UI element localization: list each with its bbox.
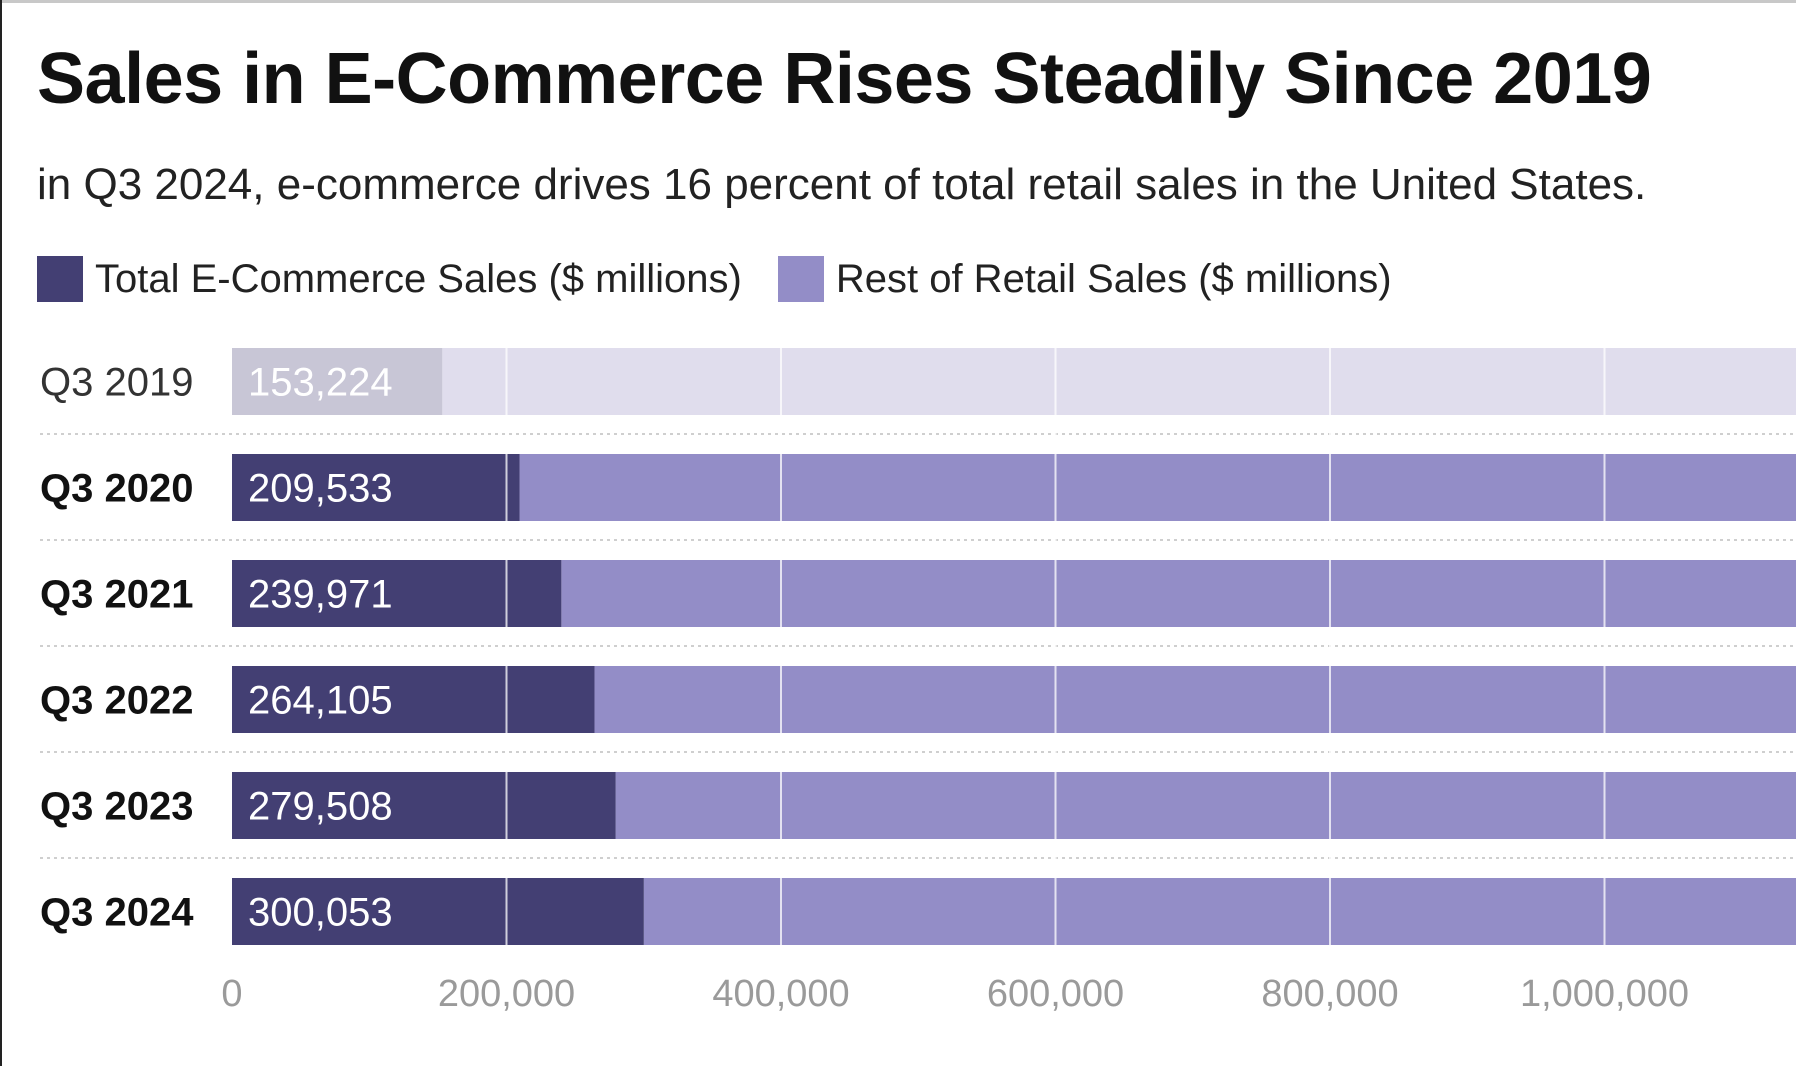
x-tick-label: 1,000,000 bbox=[1520, 973, 1689, 1015]
data-label: 209,533 bbox=[248, 467, 393, 511]
category-label: Q3 2024 bbox=[40, 891, 194, 935]
chart-legend: Total E-Commerce Sales ($ millions) Rest… bbox=[37, 252, 1428, 306]
bar-rest-of-retail-q3-2023 bbox=[615, 772, 1796, 839]
legend-swatch-rest-of-retail bbox=[777, 256, 824, 302]
bar-rest-of-retail-q3-2022 bbox=[594, 666, 1796, 733]
chart-title: Sales in E-Commerce Rises Steadily Since… bbox=[37, 39, 1652, 119]
data-label: 239,971 bbox=[248, 573, 393, 617]
x-tick-label: 600,000 bbox=[987, 973, 1124, 1015]
data-label: 264,105 bbox=[248, 679, 393, 723]
legend-label-ecommerce: Total E-Commerce Sales ($ millions) bbox=[95, 256, 742, 301]
legend-item-rest-of-retail: Rest of Retail Sales ($ millions) bbox=[777, 256, 1392, 302]
category-label: Q3 2022 bbox=[40, 679, 193, 723]
category-label: Q3 2023 bbox=[40, 785, 193, 829]
data-label: 279,508 bbox=[248, 785, 393, 829]
bar-ecommerce-q3-2023 bbox=[232, 772, 616, 839]
bar-rest-of-retail-q3-2019 bbox=[442, 348, 1796, 415]
bar-ecommerce-q3-2022 bbox=[232, 666, 595, 733]
data-label: 300,053 bbox=[248, 891, 393, 935]
x-tick-label: 400,000 bbox=[712, 973, 849, 1015]
bar-rest-of-retail-q3-2024 bbox=[643, 878, 1796, 945]
legend-item-ecommerce: Total E-Commerce Sales ($ millions) bbox=[37, 256, 742, 302]
left-border bbox=[0, 0, 2, 1066]
bar-ecommerce-q3-2020 bbox=[232, 454, 520, 521]
bar-rest-of-retail-q3-2020 bbox=[519, 454, 1796, 521]
x-tick-label: 800,000 bbox=[1261, 973, 1398, 1015]
bar-ecommerce-q3-2019 bbox=[232, 348, 443, 415]
legend-label-rest-of-retail: Rest of Retail Sales ($ millions) bbox=[835, 256, 1392, 301]
bar-ecommerce-q3-2024 bbox=[232, 878, 644, 945]
x-tick-label: 0 bbox=[221, 973, 242, 1015]
top-border bbox=[0, 0, 1796, 3]
chart-subtitle: in Q3 2024, e-commerce drives 16 percent… bbox=[37, 160, 1647, 209]
bar-rest-of-retail-q3-2021 bbox=[561, 560, 1796, 627]
category-label: Q3 2019 bbox=[40, 361, 193, 405]
x-tick-label: 200,000 bbox=[438, 973, 575, 1015]
data-label: 153,224 bbox=[248, 361, 393, 405]
legend-swatch-ecommerce bbox=[37, 256, 83, 302]
category-label: Q3 2020 bbox=[40, 467, 193, 511]
category-label: Q3 2021 bbox=[40, 573, 193, 617]
